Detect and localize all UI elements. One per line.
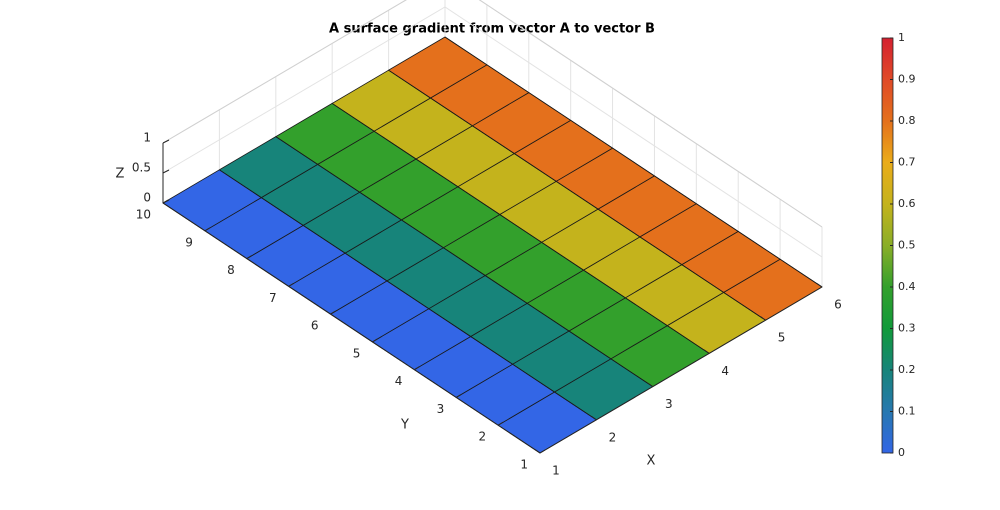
colorbar-tick-label: 0.9 [898,73,916,86]
x-tick [703,349,710,354]
x-tick-label: 4 [721,364,729,378]
colorbar-tick-label: 0.7 [898,156,916,169]
x-tick [591,415,597,421]
y-tick [414,366,420,371]
x-axis [539,286,823,454]
y-tick-label: 6 [311,319,319,333]
x-tick-label: 5 [778,331,786,345]
chart-title: A surface gradient from vector A to vect… [329,22,655,37]
colorbar-tick-label: 0.2 [898,363,916,376]
y-tick-label: 9 [185,235,193,249]
surface [162,36,823,454]
x-tick [816,283,823,288]
x-tick-label: 6 [834,298,842,312]
colorbar-tick-label: 0.8 [898,114,916,127]
x-tick [760,316,766,321]
z-tick-label: 0.5 [132,161,151,175]
z-tick-label: 1 [143,131,151,145]
y-axis [162,202,541,454]
colorbar: 0 0.1 0.2 0.3 0.4 0.5 0.6 0.7 0.8 0.9 1 [881,31,916,459]
x-tick [534,449,541,454]
axes: 1 2 3 4 5 6 1 2 3 4 5 6 7 8 9 10 0 0.5 1 X Y Z [116,131,842,478]
y-tick [204,227,211,232]
y-tick-label: 7 [269,291,277,305]
y-tick-label: 10 [136,208,151,222]
box-edge [162,0,823,228]
colorbar-tick-label: 0.1 [898,405,916,418]
y-tick [246,255,253,259]
y-tick [539,449,546,454]
surface-edge [275,136,654,387]
z-tick-label: 0 [143,191,151,205]
y-tick-label: 2 [478,430,486,444]
x-tick-label: 2 [609,430,617,444]
colorbar-tick-label: 0.5 [898,239,916,252]
z-tick [162,169,170,174]
y-tick [330,310,336,315]
colorbar-tick-label: 0.4 [898,280,916,293]
y-tick-label: 4 [395,374,403,388]
x-tick [647,382,654,388]
y-tick-label: 3 [437,402,445,416]
colorbar-tick-label: 0.6 [898,197,916,210]
colorbar-tick-label: 0.3 [898,322,916,335]
y-tick-label: 5 [353,346,361,360]
surface-edge [444,36,823,288]
x-tick-label: 3 [665,397,673,411]
y-tick [497,421,504,426]
y-axis-label: Y [400,418,409,433]
z-tick [162,199,170,204]
surface-edge [388,69,766,321]
z-tick [162,139,170,144]
z-axis-label: Z [116,167,125,182]
colorbar-tick-label: 1 [898,31,905,44]
y-tick-label: 1 [520,458,528,472]
y-tick [372,338,378,343]
y-tick [288,282,294,287]
colorbar-tick-label: 0 [898,446,905,459]
surface-edge [331,103,710,354]
y-tick [455,394,462,398]
surface-edge [219,169,597,421]
x-axis-label: X [647,454,656,469]
x-tick-label: 1 [552,464,560,478]
grid [162,0,823,288]
y-tick-label: 8 [227,263,235,277]
